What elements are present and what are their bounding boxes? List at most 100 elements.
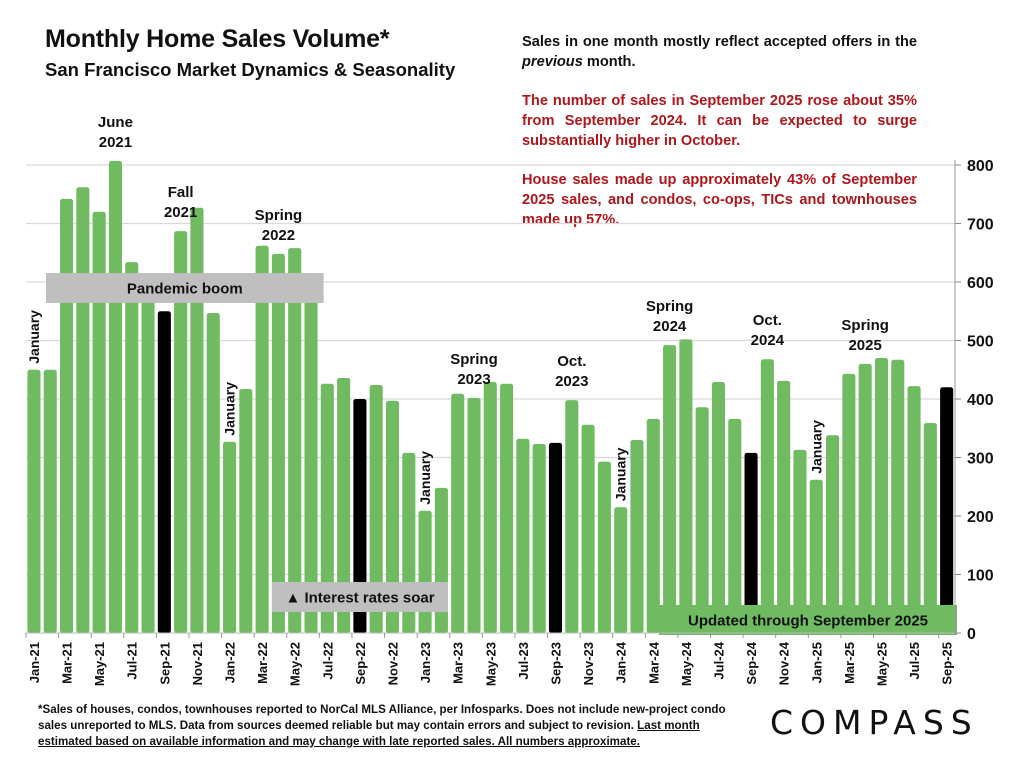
bar-mar-21 [59,198,74,633]
note-offers-text-a: Sales in one month mostly reflect accept… [522,34,917,50]
bar-nov-24 [777,380,791,633]
annotation-label: Oct. 2023 [555,353,588,390]
x-tick-label: Mar-24 [646,641,661,684]
annotation-line: 2022 [262,227,295,244]
annotation-line: 2025 [848,337,881,354]
bar-apr-23 [467,397,481,633]
bar-aug-25 [923,422,937,633]
x-tick-label: Jul-22 [320,642,335,680]
bar-aug-23 [532,444,546,633]
x-tick-label: Nov-21 [190,642,205,685]
bar-oct-22 [369,384,383,633]
y-tick-label: 100 [967,568,994,585]
bar-mar-22 [255,245,269,634]
bar-nov-23 [581,424,595,633]
bar-dec-21 [206,313,220,633]
note-yoy: The number of sales in September 2025 ro… [522,93,917,149]
annotation-line: 2023 [555,373,588,390]
x-tick-label: Sep-25 [940,642,955,685]
y-tick-label: 400 [967,392,994,409]
annotation-line: 2024 [751,332,785,349]
bar-sep-24 [744,452,758,633]
x-tick-label: Jan-21 [27,642,42,683]
x-tick-label: Jan-24 [614,641,629,683]
note-mix: House sales made up approximately 43% of… [522,172,917,228]
note-offers: Sales in one month mostly reflect accept… [522,32,917,72]
footnote-text: *Sales of houses, condos, townhouses rep… [38,703,726,732]
bar-feb-22 [239,389,253,633]
bar-sep-22 [353,399,367,633]
footnote-underlined: Last month estimated based on available … [38,719,700,748]
compass-logo: COMPASS [770,703,979,742]
bar-oct-23 [565,400,579,633]
x-tick-label: Sep-21 [157,642,172,685]
bar-may-25 [874,358,889,633]
annotation-line: Spring [646,298,694,315]
bar-feb-24 [630,439,644,633]
annotation-line: Oct. [557,353,586,370]
bar-oct-24 [760,359,774,633]
x-tick-label: Jan-23 [418,642,433,683]
annotation-label: Spring 2023 [450,351,498,388]
annotation-label: Spring 2025 [841,317,889,354]
bar-jan-21 [27,369,41,633]
x-tick-label: Mar-25 [842,642,857,684]
bar-jan-24 [614,507,628,633]
note-offers-italic: previous [522,54,583,70]
band-label: ▲ Interest rates soar [285,590,434,607]
x-tick-label: Jan-22 [223,642,238,683]
x-tick-label: Jul-24 [711,641,726,679]
annotation-label: Oct. 2024 [751,312,785,349]
band [46,273,324,303]
bar-jun-21 [108,160,122,633]
y-tick-label: 700 [967,217,994,234]
bar-feb-21 [43,369,57,633]
annotation-line: June [98,114,133,131]
annotation-line: Fall [168,184,194,201]
annotation-label: Spring 2024 [646,298,694,335]
bar-mar-23 [451,393,465,633]
chart-subtitle: San Francisco Market Dynamics & Seasonal… [45,59,456,80]
bar-nov-21 [190,207,204,633]
annotation-line: Spring [450,351,498,368]
bar-nov-22 [385,400,400,633]
band-label: Updated through September 2025 [688,613,928,630]
annotation-line: Spring [841,317,889,334]
y-tick-label: 300 [967,451,994,468]
annotation-january: January [26,310,42,364]
bar-jan-22 [222,441,237,633]
bar-apr-22 [271,253,285,634]
band [659,605,957,635]
bar-jul-22 [320,383,334,633]
note-offers-text-b: month. [582,54,636,70]
x-tick-label: Nov-23 [581,642,596,685]
footnote: *Sales of houses, condos, townhouses rep… [38,702,738,750]
annotation-january: January [417,451,433,505]
bar-apr-21 [76,187,90,634]
bar-sep-23 [548,442,563,633]
bar-feb-25 [826,435,840,633]
bar-aug-24 [728,418,742,633]
x-tick-label: Sep-23 [548,642,563,685]
bar-apr-24 [663,345,677,633]
bar-jan-23 [418,510,432,633]
bar-may-23 [483,382,497,633]
bar-may-22 [288,248,302,633]
annotation-january: January [222,382,238,436]
chart-title: Monthly Home Sales Volume* [45,25,390,53]
annotation-january: January [613,447,629,501]
bar-mar-25 [842,373,856,633]
x-tick-label: May-21 [92,642,107,686]
x-tick-label: Jul-21 [125,642,140,680]
y-tick-label: 500 [967,334,994,351]
band [272,582,448,612]
bar-jul-25 [907,386,921,633]
bar-may-21 [92,211,106,634]
annotation-line: 2023 [457,371,490,388]
bar-dec-23 [597,461,611,633]
x-tick-label: Jan-25 [809,642,824,683]
x-tick-label: Jul-23 [516,642,531,680]
bar-jan-25 [809,479,823,633]
band-label: Pandemic boom [127,281,243,298]
annotation-january: January [808,420,824,474]
